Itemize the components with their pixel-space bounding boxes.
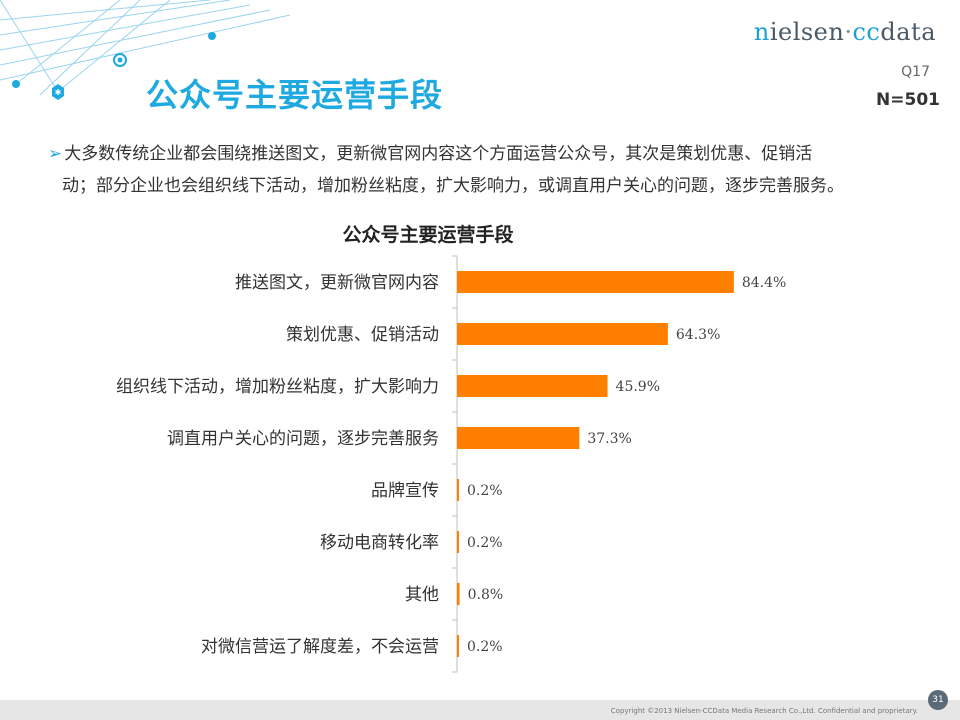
slide-title: 公众号主要运营手段: [146, 76, 444, 114]
category-label: 对微信营运了解度差，不会运营: [201, 637, 439, 657]
bar: [457, 427, 580, 449]
category-label: 调直用户关心的问题，逐步完善服务: [167, 429, 439, 449]
category-label: 推送图文，更新微官网内容: [235, 273, 439, 293]
copyright-text: Copyright ©2013 Nielsen-CCData Media Res…: [610, 707, 918, 715]
bar: [457, 635, 459, 657]
nielsen-ccdata-logo: nielsen·ccdata: [753, 18, 936, 46]
data-label: 0.8%: [468, 587, 504, 603]
data-label: 0.2%: [467, 535, 503, 551]
svg-text:✱: ✱: [55, 88, 62, 97]
data-label: 0.2%: [467, 639, 503, 655]
bullet-arrow-icon: ➢: [48, 144, 63, 164]
network-decoration: ✱: [0, 0, 291, 100]
bar: [457, 479, 459, 501]
question-label: Q17: [901, 64, 930, 80]
data-label: 37.3%: [587, 431, 631, 447]
summary-line-1: 大多数传统企业都会围绕推送图文，更新微官网内容这个方面运营公众号，其次是策划优惠…: [64, 144, 813, 164]
category-label: 组织线下活动，增加粉丝粘度，扩大影响力: [116, 377, 439, 397]
bar-chart: 推送图文，更新微官网内容 84.4% 策划优惠、促销活动 64.3% 组织线下活动，增加…: [116, 255, 786, 673]
bar: [457, 271, 734, 293]
bar: [457, 531, 459, 553]
summary-line-2: 动；部分企业也会组织线下活动，增加粉丝粘度，扩大影响力，或调直用户关心的问题，逐…: [62, 176, 844, 196]
sample-size-label: N=501: [876, 90, 940, 110]
footer-band: [0, 700, 960, 720]
data-label: 45.9%: [616, 379, 660, 395]
data-label: 84.4%: [742, 275, 786, 291]
data-label: 64.3%: [676, 327, 720, 343]
summary-text: ➢ 大多数传统企业都会围绕推送图文，更新微官网内容这个方面运营公众号，其次是策划优…: [48, 138, 908, 202]
bar: [457, 375, 608, 397]
page-number: 31: [928, 690, 948, 710]
bar: [457, 323, 668, 345]
chart-title: 公众号主要运营手段: [342, 224, 514, 246]
category-label: 品牌宣传: [371, 481, 439, 501]
category-label: 策划优惠、促销活动: [286, 325, 439, 345]
category-label: 其他: [405, 585, 439, 605]
data-label: 0.2%: [467, 483, 503, 499]
bar: [457, 583, 460, 605]
category-label: 移动电商转化率: [320, 533, 439, 553]
